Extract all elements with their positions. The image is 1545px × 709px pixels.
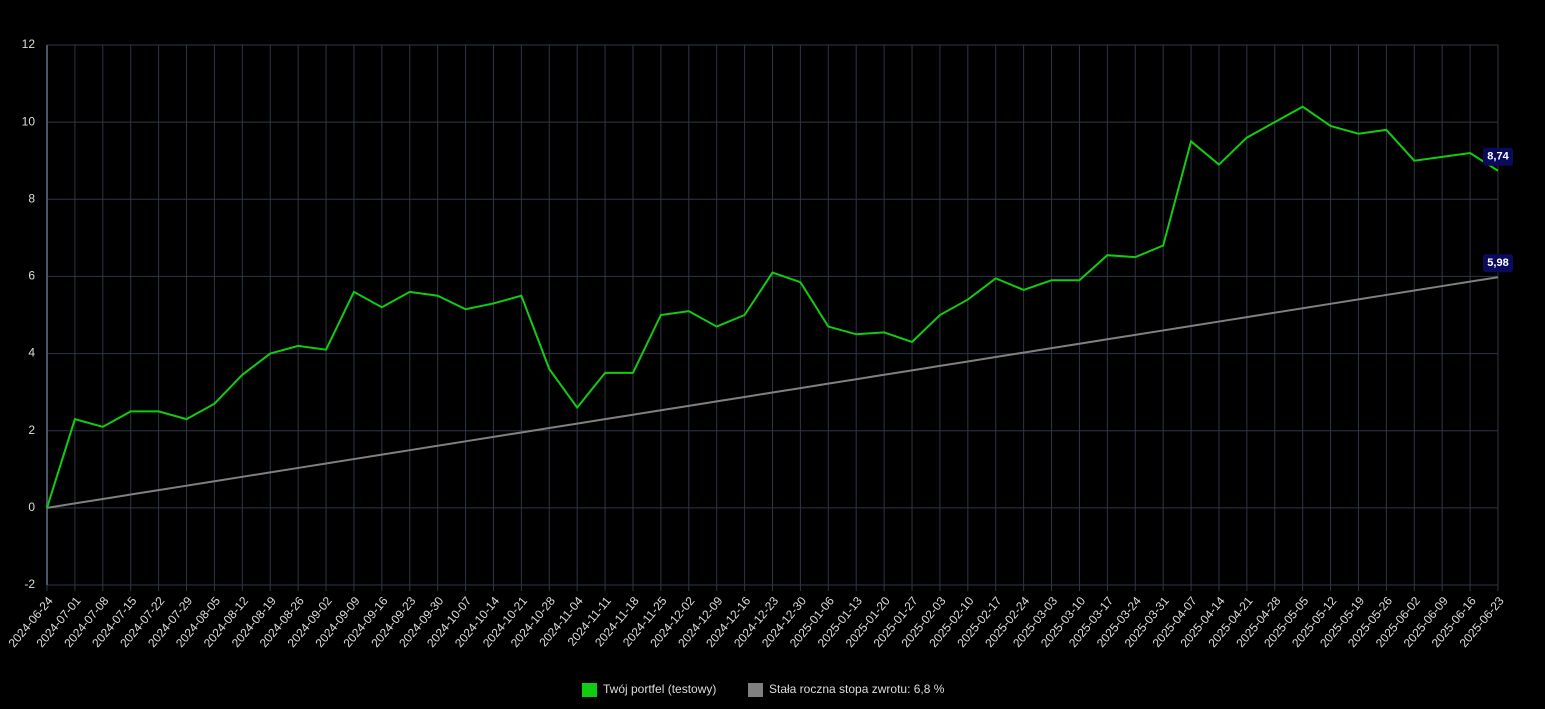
series-line — [46, 105, 1499, 509]
y-tick-label: 8 — [28, 191, 35, 205]
y-tick-label: 4 — [28, 346, 35, 360]
y-tick-label: 2 — [28, 423, 35, 437]
value-label: 8,74 — [1487, 151, 1509, 163]
value-label: 5,98 — [1487, 257, 1508, 269]
value-label-box — [1483, 254, 1513, 273]
value-label-box — [1483, 147, 1513, 166]
y-tick-label: 6 — [28, 269, 35, 283]
series-line — [46, 276, 1499, 509]
y-tick-label: 12 — [22, 37, 36, 51]
y-tick-label: 0 — [28, 500, 35, 514]
legend-swatch[interactable] — [582, 683, 597, 697]
legend-label: Twój portfel (testowy) — [603, 682, 716, 696]
y-tick-label: -2 — [24, 577, 35, 591]
legend-label: Stała roczna stopa zwrotu: 6,8 % — [769, 682, 945, 696]
legend-swatch[interactable] — [748, 683, 763, 697]
y-tick-label: 10 — [22, 114, 36, 128]
